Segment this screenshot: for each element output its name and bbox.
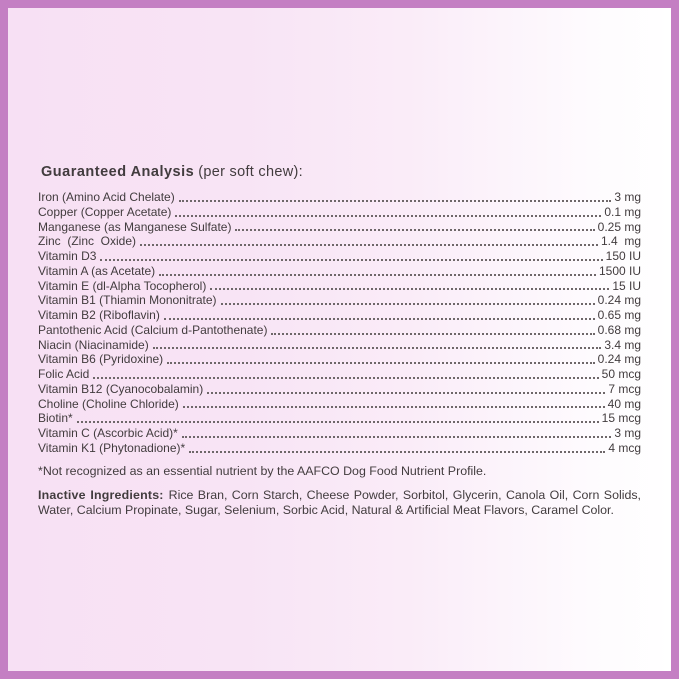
- nutrient-value: 0.25 mg: [597, 219, 641, 234]
- nutrient-value: 0.1 mg: [604, 204, 641, 219]
- analysis-row: Vitamin B6 (Pyridoxine) 0.24 mg: [38, 352, 641, 367]
- nutrient-name: Vitamin E (dl-Alpha Tocopherol): [38, 278, 207, 293]
- analysis-row: Pantothenic Acid (Calcium d-Pantothenate…: [38, 323, 641, 338]
- analysis-row: Vitamin B1 (Thiamin Mononitrate) 0.24 mg: [38, 293, 641, 308]
- dotted-leader: [100, 258, 603, 261]
- nutrient-name: Vitamin B6 (Pyridoxine): [38, 352, 164, 367]
- nutrient-name: Vitamin B12 (Cyanocobalamin): [38, 381, 204, 396]
- title-text: Guaranteed Analysis: [41, 164, 195, 180]
- dotted-leader: [220, 303, 595, 305]
- nutrient-value: 3 mg: [614, 426, 641, 440]
- analysis-row: Copper (Copper Acetate) 0.1 mg: [38, 205, 641, 220]
- nutrient-name: Folic Acid: [38, 367, 90, 381]
- nutrient-name: Manganese (as Manganese Sulfate): [38, 219, 232, 234]
- nutrient-value: 40 mg: [607, 396, 641, 411]
- nutrient-value: 15 mcg: [601, 411, 641, 426]
- analysis-row: Vitamin C (Ascorbic Acid)* 3 mg: [38, 426, 641, 441]
- nutrient-name: Pantothenic Acid (Calcium d-Pantothenate…: [38, 322, 268, 337]
- inactive-ingredients-heading: Inactive Ingredients:: [38, 487, 164, 502]
- dotted-leader: [182, 406, 605, 409]
- nutrient-value: 3 mg: [614, 190, 641, 204]
- analysis-row: Zinc (Zinc Oxide) 1.4 mg: [38, 234, 641, 249]
- dotted-leader: [235, 229, 595, 232]
- dotted-leader: [189, 450, 606, 453]
- analysis-row: Vitamin A (as Acetate) 1500 IU: [38, 264, 641, 279]
- dotted-leader: [175, 214, 602, 217]
- dotted-leader: [163, 317, 595, 320]
- inactive-ingredients: Inactive Ingredients: Rice Bran, Corn Sta…: [38, 488, 641, 519]
- dotted-leader: [93, 376, 599, 379]
- nutrient-value: 150 IU: [605, 249, 641, 263]
- aafco-footnote: *Not recognized as an essential nutrient…: [38, 463, 487, 478]
- analysis-row: Iron (Amino Acid Chelate) 3 mg: [38, 190, 641, 205]
- dotted-leader: [140, 244, 598, 246]
- dotted-leader: [167, 362, 595, 364]
- nutrient-name: Copper (Copper Acetate): [38, 204, 172, 219]
- analysis-row: Vitamin B12 (Cyanocobalamin) 7 mcg: [38, 382, 641, 397]
- nutrient-value: 0.24 mg: [597, 293, 641, 308]
- analysis-row: Folic Acid 50 mcg: [38, 367, 641, 382]
- nutrient-value: 50 mcg: [601, 367, 641, 381]
- nutrient-value: 1.4 mg: [600, 234, 641, 249]
- analysis-row: Vitamin B2 (Riboflavin) 0.65 mg: [38, 308, 641, 323]
- analysis-row: Biotin* 15 mcg: [38, 411, 641, 426]
- dotted-leader: [181, 435, 612, 438]
- nutrient-value: 15 IU: [612, 278, 641, 293]
- analysis-row: Vitamin D3 150 IU: [38, 249, 641, 264]
- guaranteed-analysis-title: Guaranteed Analysis (per soft chew):: [41, 163, 641, 181]
- nutrient-name: Niacin (Niacinamide): [38, 337, 149, 352]
- label-content: Guaranteed Analysis (per soft chew): Iron…: [8, 8, 671, 519]
- nutrient-value: 0.65 mg: [597, 308, 641, 322]
- nutrient-value: 0.68 mg: [597, 322, 641, 337]
- inactive-ingredients-body: Rice Bran, Corn Starch, Cheese Powder, S…: [38, 487, 641, 518]
- dotted-leader: [76, 421, 599, 423]
- analysis-row: Choline (Choline Chloride) 40 mg: [38, 397, 641, 412]
- nutrient-name: Vitamin B2 (Riboflavin): [38, 308, 160, 322]
- nutrient-name: Vitamin C (Ascorbic Acid)*: [38, 426, 178, 440]
- nutrient-name: Vitamin B1 (Thiamin Mononitrate): [38, 293, 217, 308]
- nutrient-name: Biotin*: [38, 411, 73, 426]
- analysis-row: Niacin (Niacinamide) 3.4 mg: [38, 338, 641, 353]
- dotted-leader: [271, 332, 595, 335]
- dotted-leader: [152, 347, 602, 350]
- nutrient-name: Vitamin D3: [38, 249, 97, 263]
- nutrient-name: Choline (Choline Chloride): [38, 396, 179, 411]
- nutrient-value: 4 mcg: [608, 440, 641, 455]
- dotted-leader: [159, 273, 596, 276]
- nutrient-name: Vitamin K1 (Phytonadione)*: [38, 440, 186, 455]
- nutrient-value: 7 mcg: [608, 381, 641, 396]
- dotted-leader: [207, 391, 606, 394]
- nutrient-value: 3.4 mg: [604, 337, 641, 352]
- title-suffix-text: (per soft chew):: [198, 164, 303, 180]
- analysis-rows: Iron (Amino Acid Chelate) 3 mg Copper (C…: [38, 190, 641, 456]
- dotted-leader: [178, 199, 612, 202]
- analysis-row: Vitamin K1 (Phytonadione)* 4 mcg: [38, 441, 641, 456]
- nutrient-name: Iron (Amino Acid Chelate): [38, 190, 175, 204]
- dotted-leader: [210, 288, 610, 291]
- nutrient-value: 1500 IU: [598, 263, 641, 278]
- nutrient-value: 0.24 mg: [597, 352, 641, 367]
- analysis-row: Manganese (as Manganese Sulfate) 0.25 mg: [38, 220, 641, 235]
- nutrient-name: Zinc (Zinc Oxide): [38, 234, 137, 249]
- analysis-row: Vitamin E (dl-Alpha Tocopherol) 15 IU: [38, 279, 641, 294]
- nutrient-name: Vitamin A (as Acetate): [38, 263, 156, 278]
